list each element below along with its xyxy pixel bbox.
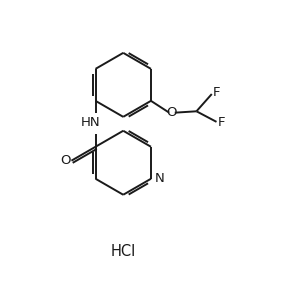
Text: F: F — [218, 116, 225, 129]
Text: HCl: HCl — [111, 244, 136, 259]
Text: O: O — [60, 154, 71, 167]
Text: O: O — [166, 106, 177, 119]
Text: N: N — [155, 172, 164, 185]
Text: HN: HN — [81, 116, 100, 129]
Text: F: F — [213, 87, 221, 99]
